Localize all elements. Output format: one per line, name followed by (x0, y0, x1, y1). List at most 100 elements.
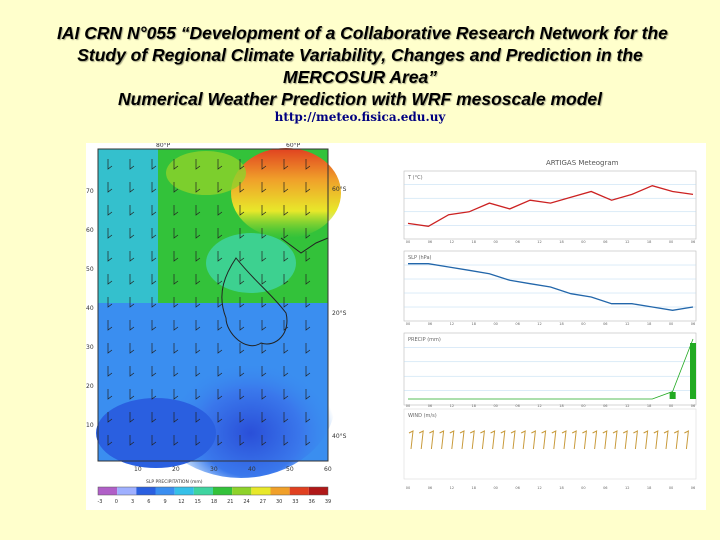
wind-barb (195, 366, 201, 377)
wind-barb (261, 251, 267, 262)
meteogram-x-tick: 06 (603, 404, 607, 408)
wind-barb (239, 251, 245, 262)
wind-barb (217, 274, 223, 285)
wind-meteogram-barbs (408, 430, 689, 450)
wind-barb (129, 274, 135, 285)
wind-barb (173, 412, 179, 423)
colorbar: SLP PRECIPITATION (mm)-3 0 3 6 9 12 15 18 21 24 27… (98, 479, 332, 505)
map-left-tick: 60 (86, 227, 94, 234)
colorbar-tick: 18 (211, 499, 217, 505)
meteogram-x-tick: 00 (493, 322, 497, 326)
wind-barb (129, 159, 135, 170)
map-right-label: 20°S (332, 310, 347, 317)
wind-meteogram-barb (663, 430, 669, 450)
meteogram-x-tick: 06 (515, 404, 519, 408)
wind-meteogram-barb (490, 430, 496, 450)
colorbar-tick: 6 (147, 499, 150, 505)
wind-barb (173, 274, 179, 285)
wind-barb (151, 320, 157, 331)
colorbar-tick: 3 (131, 499, 134, 505)
wind-barb (107, 297, 113, 308)
wind-barb (195, 297, 201, 308)
meteogram-x-tick: 18 (647, 322, 651, 326)
wind-barb (173, 205, 179, 216)
wind-barb (129, 366, 135, 377)
wind-barb (107, 435, 113, 446)
wind-barb (151, 182, 157, 193)
wind-barb (173, 343, 179, 354)
wind-barb (239, 274, 245, 285)
meteogram-x-tick: 12 (537, 322, 541, 326)
wind-barb (107, 320, 113, 331)
colorbar-swatch (193, 487, 213, 495)
wind-barb (261, 435, 267, 446)
wind-barb (195, 251, 201, 262)
wind-barb (239, 389, 245, 400)
wind-barb (305, 205, 311, 216)
map-bottom-tick: 40 (248, 466, 256, 473)
wind-meteogram-barb (653, 430, 659, 450)
wind-barb (239, 435, 245, 446)
meteogram-x-tick: 12 (450, 322, 454, 326)
wind-barb (217, 412, 223, 423)
wind-barb (261, 297, 267, 308)
wind-meteogram-barb (469, 430, 475, 450)
meteogram-x-tick: 00 (493, 240, 497, 244)
wind-barb (151, 228, 157, 239)
wind-barb (239, 412, 245, 423)
forecast-panel: 80°P 60°P 60°S 20°S 40°S 70 60 50 40 30 20 10 10 20 30… (86, 143, 706, 510)
wind-barb (283, 435, 289, 446)
wind-barb (195, 435, 201, 446)
wind-barb (129, 412, 135, 423)
colorbar-swatch (232, 487, 252, 495)
map-left-tick: 30 (86, 344, 94, 351)
colorbar-swatch (117, 487, 137, 495)
wind-barb (305, 297, 311, 308)
wind-meteogram-barb (510, 430, 516, 450)
wind-barb (107, 228, 113, 239)
meteogram-x-tick: 06 (428, 240, 432, 244)
meteogram-x-tick: 00 (669, 322, 673, 326)
meteogram-x-tick: 06 (691, 486, 695, 490)
wind-meteogram-barb (684, 430, 689, 450)
wind-barb (283, 366, 289, 377)
wind-barb (305, 412, 311, 423)
wind-barb (151, 251, 157, 262)
wind-barb (305, 435, 311, 446)
wind-barb (107, 343, 113, 354)
project-url[interactable]: http://meteo.fisica.edu.uy (274, 110, 446, 124)
wind-barb (239, 205, 245, 216)
colorbar-swatch (174, 487, 194, 495)
map-bottom-tick: 30 (210, 466, 218, 473)
wind-barb (261, 182, 267, 193)
meteogram-x-tick: 06 (603, 322, 607, 326)
wind-barb (173, 228, 179, 239)
wind-barb (217, 205, 223, 216)
meteogram-x-ticks: 00 00 00 00 06 06 06 06 12 12 12 12 18 18 18 18 00 00 00 00… (406, 240, 695, 490)
precipitation-series (408, 338, 694, 400)
meteogram-x-tick: 18 (559, 240, 563, 244)
wind-meteogram-barb (551, 430, 557, 450)
wind-barb (195, 159, 201, 170)
wind-barb (151, 389, 157, 400)
meteogram-x-tick: 00 (406, 404, 410, 408)
meteogram-x-tick: 00 (493, 404, 497, 408)
wind-barbs (107, 159, 311, 446)
meteogram-x-tick: 18 (472, 322, 476, 326)
wind-barb (239, 320, 245, 331)
map-top-label: 80°P (156, 143, 171, 149)
temperature-series (407, 185, 694, 227)
wind-barb (195, 228, 201, 239)
meteogram-x-tick: 12 (450, 404, 454, 408)
wind-barb (217, 435, 223, 446)
wind-barb (217, 182, 223, 193)
precipitation-panel: PRECIP (mm) (403, 332, 697, 406)
wind-barb (107, 182, 113, 193)
wind-meteogram-barb (429, 430, 434, 450)
colorbar-tick: 39 (325, 499, 331, 505)
wind-barb (173, 159, 179, 170)
wind-barb (129, 389, 135, 400)
wind-meteogram-barb (408, 430, 414, 450)
precipitation-bar (669, 392, 676, 399)
wind-barb (283, 228, 289, 239)
